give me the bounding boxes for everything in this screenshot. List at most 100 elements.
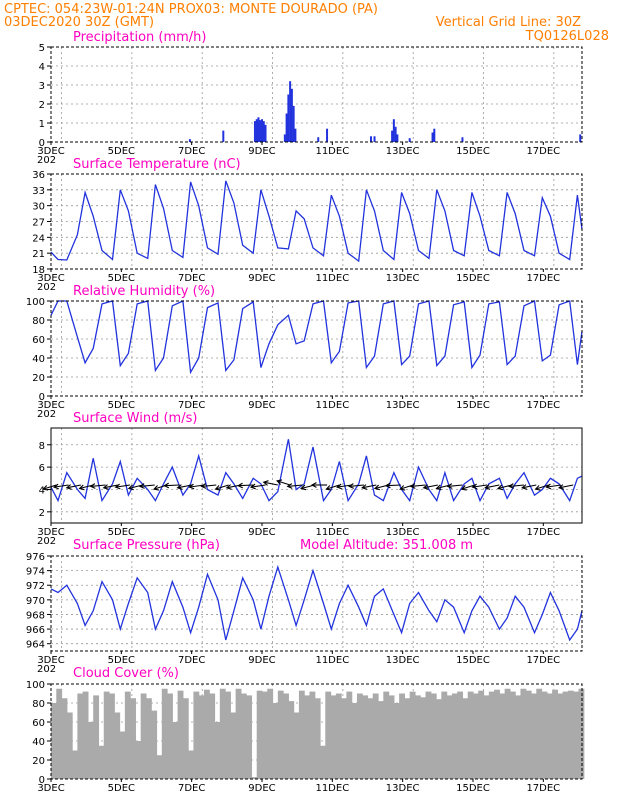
x-tick-label: 3DEC	[37, 527, 64, 538]
x-tick-label: 7DEC	[178, 146, 205, 157]
x-tick-label: 9DEC	[248, 527, 275, 538]
cloud-bar	[573, 691, 580, 779]
wind-vector-head	[422, 484, 429, 490]
y-tick-label: 27	[32, 218, 45, 229]
y-tick-label: 100	[26, 297, 45, 308]
x-tick-label: 7DEC	[178, 655, 205, 666]
y-tick-label: 0	[39, 138, 45, 149]
wind-vector-head	[496, 484, 504, 491]
cloud-bar	[140, 693, 147, 779]
precip-bar	[287, 94, 290, 142]
cloud-bar	[309, 691, 316, 779]
precip-bar	[394, 126, 397, 142]
cloud-bar	[457, 691, 464, 779]
precip-bar	[461, 137, 464, 142]
x-tick-label: 7DEC	[178, 783, 205, 794]
cloud-bar	[441, 691, 448, 779]
cloud-bar	[320, 745, 326, 779]
wind-vector	[90, 484, 106, 487]
wind-vector-head	[200, 483, 207, 489]
cloud-bar	[335, 693, 342, 779]
wind-vector	[215, 484, 229, 490]
wind-title: Surface Wind (m/s)	[73, 411, 197, 426]
cloud-bar	[161, 688, 168, 779]
x-tick-label: 13DEC	[386, 400, 420, 411]
panel-pressure: 964 966 968 970 972 974 976 3DEC 5DEC 7DEC 9DEC 11D…	[26, 538, 583, 675]
y-tick-label: 60	[32, 718, 45, 729]
wind-vector	[263, 481, 278, 486]
y-tick-label: 970	[26, 596, 45, 607]
x-tick-label: 9DEC	[248, 273, 275, 284]
wind-vector-head	[409, 483, 416, 489]
cloud-bar	[188, 750, 195, 779]
panel-rh: 0 20 40 60 80 100 3DEC 5DEC 7DEC 9DEC 11DEC 13DEC 15…	[26, 284, 583, 420]
cloud-bar	[156, 755, 163, 779]
panel-frame	[50, 427, 583, 524]
wind-vector-head	[89, 483, 96, 489]
cloud-bar	[177, 690, 184, 779]
precip-bar	[396, 134, 399, 142]
wind-vector-head	[65, 484, 72, 490]
y-tick-label: 976	[26, 552, 45, 563]
precip-bar	[285, 113, 288, 142]
panel-precip: 0 1 2 3 4 5 3DEC 5DEC 7DEC 9DEC 11DEC 13DEC 15DEC 17D…	[37, 30, 583, 166]
wind-vector-head	[78, 484, 85, 491]
cloud-bar	[56, 688, 63, 779]
x-tick-label: 13DEC	[386, 273, 420, 284]
cloud-bar	[393, 703, 400, 779]
cloud-bar	[436, 699, 442, 779]
y-tick-label: 80	[32, 316, 45, 327]
wind-vector-head	[310, 482, 317, 488]
x-tick-label: 9DEC	[248, 783, 275, 794]
precip-bar	[431, 132, 434, 142]
y-tick-label: 40	[32, 354, 45, 365]
wind-series-line	[50, 439, 583, 503]
y-tick-label: 40	[32, 737, 45, 748]
x-year-stub: 202	[37, 409, 56, 420]
x-tick-label: 11DEC	[315, 783, 349, 794]
x-tick-label: 9DEC	[248, 400, 275, 411]
cloud-bar	[383, 691, 390, 779]
cloud-bar	[151, 710, 158, 779]
wind-vector-head	[127, 484, 134, 491]
y-tick-label: 4	[39, 485, 45, 496]
wind-vector	[103, 484, 118, 489]
y-tick-label: 0	[39, 775, 45, 786]
precip-bar	[290, 88, 293, 142]
wind-vector-head	[114, 483, 121, 490]
y-tick-label: 966	[26, 625, 45, 636]
y-tick-label: 30	[32, 202, 45, 213]
cloud-bar	[251, 777, 258, 779]
cloud-bar	[167, 693, 173, 779]
x-tick-label: 3DEC	[37, 655, 64, 666]
cloud-bar	[420, 697, 427, 779]
wind-vector-head	[521, 484, 528, 490]
wind-vector	[128, 484, 143, 490]
wind-vector-head	[508, 483, 515, 489]
wind-vector	[164, 484, 180, 487]
precip-bar	[188, 139, 191, 142]
precip-title: Precipitation (mm/h)	[73, 30, 206, 45]
wind-vector	[349, 484, 365, 487]
panel-cloud: 0 20 40 60 80 100 3DEC 5DEC 7DEC 9DEC 11DEC 13DEC 15…	[26, 666, 585, 794]
cloud-bar	[325, 691, 332, 779]
y-tick-label: 5	[39, 43, 45, 54]
wind-vector-head	[138, 483, 145, 489]
wind-vector-head	[42, 485, 49, 491]
cloud-bar	[98, 745, 105, 779]
wind-vector-head	[52, 483, 59, 490]
cloud-bar	[446, 695, 453, 779]
wind-vector	[509, 484, 525, 487]
cloud-bar	[567, 690, 574, 779]
precip-bar	[257, 117, 260, 142]
wind-vector-head	[188, 483, 195, 490]
precip-bar	[373, 136, 376, 142]
cloud-bar	[499, 693, 506, 779]
x-tick-label: 11DEC	[315, 527, 349, 538]
x-tick-label: 15DEC	[456, 146, 490, 157]
cloud-bar	[240, 693, 247, 779]
y-tick-label: 24	[32, 233, 45, 244]
cloud-bar	[209, 693, 216, 779]
x-tick-label: 13DEC	[386, 783, 420, 794]
wind-vector	[447, 484, 463, 487]
